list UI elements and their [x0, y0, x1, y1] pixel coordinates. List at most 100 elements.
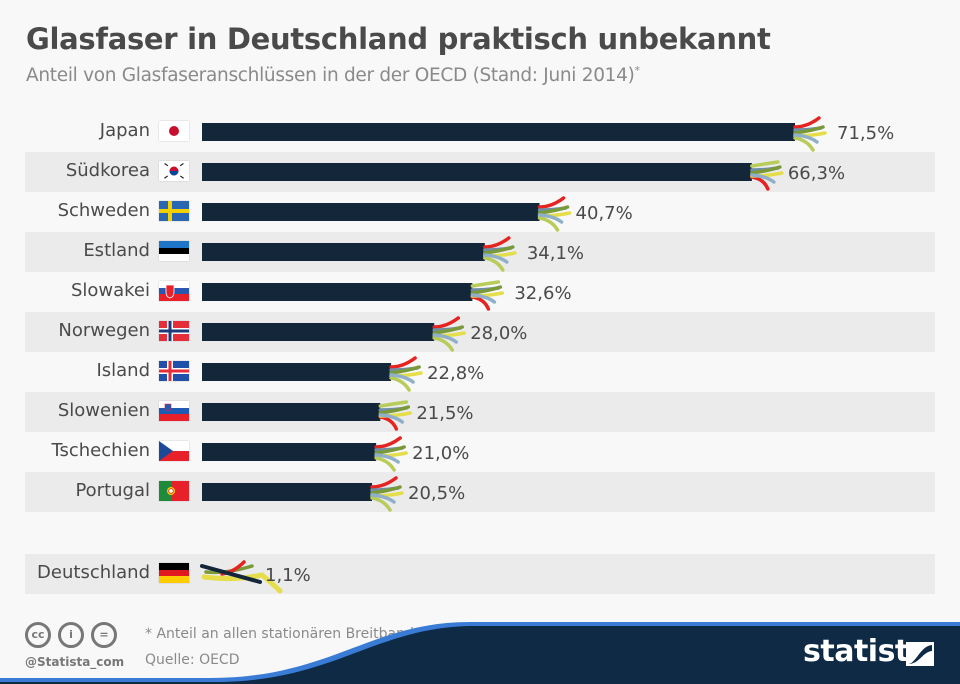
portugal-flag-icon	[159, 481, 189, 501]
category-label: Japan	[99, 120, 150, 141]
value-label: 34,1%	[527, 243, 584, 264]
category-label: Slowakei	[70, 280, 150, 301]
slovakia-flag-icon	[159, 281, 189, 301]
bar	[202, 283, 473, 301]
statista-logo-icon	[906, 642, 934, 666]
wire	[374, 456, 396, 472]
category-label: Südkorea	[65, 160, 150, 181]
chart-row: Tschechien	[25, 432, 935, 472]
wire	[537, 213, 564, 224]
wire	[370, 493, 396, 504]
statista-handle[interactable]: @Statista_com	[25, 655, 125, 669]
wire	[483, 253, 509, 264]
chart-row: Slowenien	[25, 392, 935, 432]
wire	[537, 196, 566, 209]
cable-wires	[432, 316, 466, 352]
footer-wave	[0, 622, 960, 684]
chart-row: Deutschland	[25, 554, 935, 594]
wire	[750, 173, 776, 184]
wire	[389, 356, 417, 369]
czech-republic-flag-icon	[159, 441, 189, 461]
wire	[432, 333, 458, 344]
cable-wires	[793, 116, 827, 152]
chart-row: Schweden	[25, 192, 935, 232]
wire	[537, 205, 570, 215]
category-label: Schweden	[57, 200, 150, 221]
chart-title: Glasfaser in Deutschland praktisch unbek…	[26, 22, 771, 56]
bar	[202, 443, 377, 461]
value-label: 22,8%	[427, 363, 484, 384]
wire	[483, 256, 505, 272]
chart-row: Island	[25, 352, 935, 392]
slovenia-flag-icon	[159, 401, 189, 421]
wire	[374, 436, 402, 449]
bar	[202, 363, 392, 381]
value-label: 71,5%	[837, 123, 894, 144]
cable-wires	[537, 196, 572, 232]
wire	[378, 405, 411, 415]
bar	[202, 243, 485, 261]
norway-flag-icon	[159, 321, 189, 341]
bar	[202, 403, 381, 421]
wire	[470, 293, 497, 304]
chart-row: Norwegen	[25, 312, 935, 352]
wire	[432, 316, 460, 329]
no-derivatives-icon: =	[91, 622, 117, 648]
category-label: Island	[96, 360, 150, 381]
subtitle-text: Anteil von Glasfaseranschlüssen in der d…	[26, 65, 635, 87]
wire	[370, 496, 392, 512]
bar	[202, 323, 435, 341]
wire	[370, 476, 398, 489]
wire	[389, 373, 415, 384]
wire	[470, 280, 501, 288]
iceland-flag-icon	[159, 361, 189, 381]
value-label: 66,3%	[788, 163, 845, 184]
category-label: Slowenien	[57, 400, 150, 421]
chart-row: Japan	[25, 112, 935, 152]
cable-wires	[374, 436, 408, 472]
wire	[483, 236, 511, 249]
wire	[750, 165, 782, 175]
cc-license-icon: cc	[25, 622, 51, 648]
cable-wires	[470, 280, 505, 311]
wire	[750, 160, 780, 168]
wire	[370, 485, 402, 495]
cable-wires	[378, 400, 413, 431]
wire	[432, 325, 464, 335]
value-label: 1,1%	[265, 565, 311, 586]
cable-wires	[370, 476, 404, 512]
estonia-flag-icon	[159, 241, 189, 261]
category-label: Tschechien	[51, 440, 150, 461]
japan-flag-icon	[159, 121, 189, 141]
value-label: 28,0%	[470, 323, 527, 344]
wire	[374, 445, 406, 455]
chart-subtitle: Anteil von Glasfaseranschlüssen in der d…	[26, 64, 640, 86]
wire	[389, 376, 411, 392]
bar	[202, 203, 540, 221]
wire	[793, 133, 819, 144]
cable-wires	[750, 160, 784, 191]
cable-wires	[389, 356, 423, 392]
south-korea-flag-icon	[159, 161, 189, 181]
category-label: Deutschland	[37, 562, 150, 583]
attribution-icon: i	[58, 622, 84, 648]
bar	[202, 123, 795, 141]
value-label: 21,5%	[416, 403, 473, 424]
wire	[389, 365, 421, 375]
wire	[432, 336, 454, 352]
category-label: Portugal	[75, 480, 150, 501]
wire	[201, 572, 283, 594]
bar	[200, 564, 262, 584]
sweden-flag-icon	[159, 201, 189, 221]
value-label: 40,7%	[576, 203, 633, 224]
chart-row: Portugal	[25, 472, 935, 512]
wire	[793, 125, 825, 135]
category-label: Estland	[83, 240, 150, 261]
cable-wires	[483, 236, 517, 272]
subtitle-marker: *	[634, 64, 641, 77]
chart-row: Slowakei	[25, 272, 935, 312]
value-label: 21,0%	[412, 443, 469, 464]
wire	[793, 116, 821, 129]
bar	[202, 483, 373, 501]
